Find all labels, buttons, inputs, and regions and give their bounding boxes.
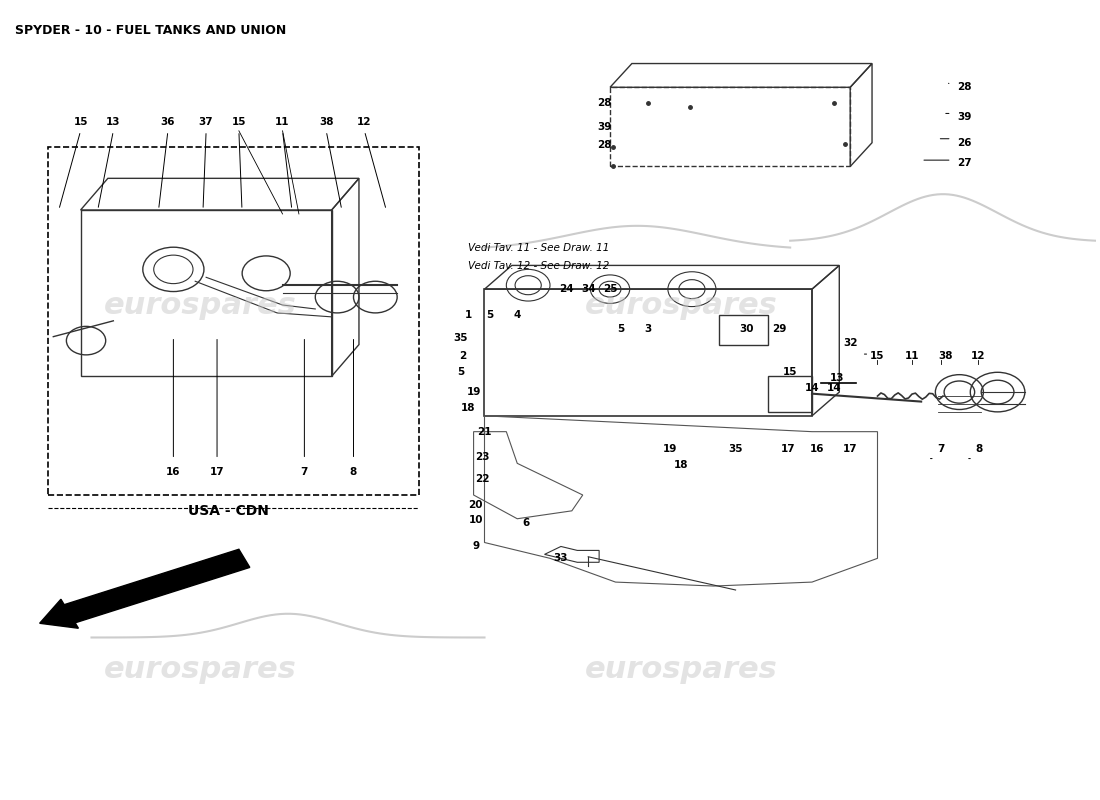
Text: 12: 12 xyxy=(358,117,372,127)
Text: 15: 15 xyxy=(74,117,88,127)
Text: 33: 33 xyxy=(553,554,569,563)
Text: 28: 28 xyxy=(958,82,972,92)
Text: 6: 6 xyxy=(522,518,529,528)
Text: SPYDER - 10 - FUEL TANKS AND UNION: SPYDER - 10 - FUEL TANKS AND UNION xyxy=(15,24,286,37)
Text: Vedi Tav. 11 - See Draw. 11: Vedi Tav. 11 - See Draw. 11 xyxy=(469,243,609,254)
Text: 37: 37 xyxy=(199,117,213,127)
Text: 15: 15 xyxy=(232,117,246,127)
Text: 38: 38 xyxy=(938,351,953,362)
Text: 27: 27 xyxy=(957,158,972,167)
Text: 19: 19 xyxy=(466,387,481,397)
Text: 3: 3 xyxy=(645,324,652,334)
Text: 21: 21 xyxy=(477,426,492,437)
Text: eurospares: eurospares xyxy=(104,654,297,684)
Text: 26: 26 xyxy=(958,138,972,148)
Text: 20: 20 xyxy=(469,499,483,510)
Text: 29: 29 xyxy=(772,324,786,334)
Text: 28: 28 xyxy=(597,98,612,108)
Text: 17: 17 xyxy=(781,444,795,454)
Text: 9: 9 xyxy=(472,542,480,551)
Text: 30: 30 xyxy=(739,324,754,334)
Text: USA - CDN: USA - CDN xyxy=(187,504,268,518)
Text: eurospares: eurospares xyxy=(584,290,778,319)
Text: Vedi Tav. 12 - See Draw. 12: Vedi Tav. 12 - See Draw. 12 xyxy=(469,261,609,270)
Text: 28: 28 xyxy=(597,140,612,150)
Text: 5: 5 xyxy=(617,324,625,334)
Text: 15: 15 xyxy=(783,367,798,378)
Text: 7: 7 xyxy=(300,467,308,478)
Text: 14: 14 xyxy=(826,383,842,393)
Text: 13: 13 xyxy=(106,117,121,127)
Text: 5: 5 xyxy=(486,310,494,319)
Text: 12: 12 xyxy=(970,351,986,362)
Text: 16: 16 xyxy=(811,444,825,454)
Text: 39: 39 xyxy=(597,122,612,132)
Text: 8: 8 xyxy=(976,444,982,454)
Text: 39: 39 xyxy=(958,111,972,122)
Text: 17: 17 xyxy=(843,444,858,454)
Text: 36: 36 xyxy=(161,117,175,127)
Text: 17: 17 xyxy=(210,467,224,478)
Text: 4: 4 xyxy=(514,310,521,319)
Text: 35: 35 xyxy=(453,334,468,343)
Text: 23: 23 xyxy=(475,452,490,462)
Text: 14: 14 xyxy=(805,383,820,393)
Text: 11: 11 xyxy=(905,351,920,362)
Text: 16: 16 xyxy=(166,467,180,478)
Text: 38: 38 xyxy=(319,117,333,127)
Text: 22: 22 xyxy=(475,474,490,484)
Text: eurospares: eurospares xyxy=(584,654,778,684)
Text: 13: 13 xyxy=(829,373,845,383)
Text: 32: 32 xyxy=(843,338,858,348)
FancyArrow shape xyxy=(40,550,250,628)
Text: 8: 8 xyxy=(350,467,358,478)
Text: 1: 1 xyxy=(464,310,472,319)
Text: 10: 10 xyxy=(469,515,483,526)
Text: 35: 35 xyxy=(728,444,743,454)
Text: 11: 11 xyxy=(275,117,289,127)
Text: 25: 25 xyxy=(603,284,617,294)
Text: 7: 7 xyxy=(937,444,945,454)
Text: 24: 24 xyxy=(559,284,574,294)
Text: 5: 5 xyxy=(456,367,464,378)
Text: 34: 34 xyxy=(581,284,595,294)
Text: 2: 2 xyxy=(459,351,466,362)
Text: 18: 18 xyxy=(673,460,689,470)
Text: eurospares: eurospares xyxy=(104,290,297,319)
Text: 15: 15 xyxy=(870,351,884,362)
Text: 18: 18 xyxy=(461,403,475,413)
Text: 19: 19 xyxy=(663,444,678,454)
